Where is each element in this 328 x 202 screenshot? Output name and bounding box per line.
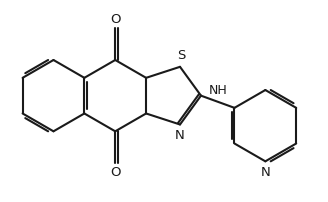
Text: O: O — [111, 13, 121, 26]
Text: O: O — [111, 165, 121, 179]
Text: N: N — [175, 129, 185, 142]
Text: N: N — [260, 166, 270, 179]
Text: S: S — [177, 49, 186, 62]
Text: NH: NH — [208, 84, 227, 97]
